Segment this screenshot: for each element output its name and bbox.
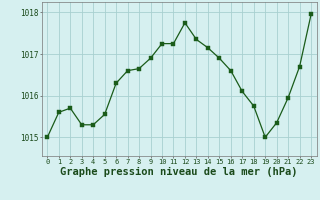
X-axis label: Graphe pression niveau de la mer (hPa): Graphe pression niveau de la mer (hPa) xyxy=(60,167,298,177)
